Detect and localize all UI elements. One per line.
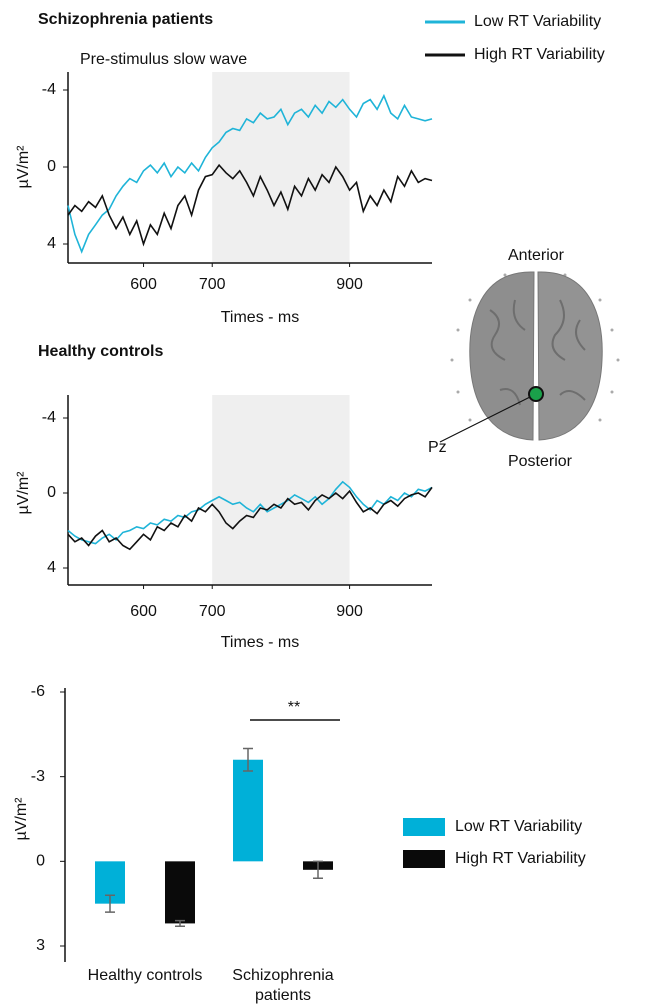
y-tick-label: 4 [47,559,56,576]
y-axis-label: µV/m² [15,145,32,189]
y-axis-label: µV/m² [13,797,30,841]
error-bar [175,919,185,927]
legend-swatch [403,850,445,868]
x-tick-label: 700 [199,276,226,293]
error-bar [313,860,323,880]
x-tick-label: Schizophrenia patients [232,967,334,1004]
significance-label: ** [288,699,300,716]
x-tick-label: Healthy controls [87,967,203,984]
posterior-label: Posterior [508,453,573,470]
x-axis-label: Times - ms [221,309,300,326]
y-tick-label: -4 [42,409,56,426]
electrode-pz [528,386,544,402]
legend-label: High RT Variability [455,850,586,867]
error-bar [105,894,115,913]
annotation: Pre-stimulus slow wave [80,51,247,68]
y-tick-label: -4 [42,81,56,98]
y-tick-label: 4 [47,235,56,252]
x-tick-label: 900 [336,276,363,293]
electrode-label: Pz [428,439,447,456]
bar [233,759,263,862]
brain-diagram: Anterior Posterior Pz [428,247,620,470]
legend-label: Low RT Variability [474,13,601,30]
x-tick-label: 700 [199,603,226,620]
x-tick-label: 900 [336,603,363,620]
chart-title: Healthy controls [38,343,163,360]
y-tick-label: 0 [47,484,56,501]
x-axis-label: Times - ms [221,634,300,651]
brain-folds [489,299,586,406]
y-tick-label: 0 [47,158,56,175]
chart-title: Schizophrenia patients [38,11,213,28]
y-tick-label: -6 [31,683,45,700]
legend-swatch [403,818,445,836]
y-tick-label: -3 [31,768,45,785]
pointer-line [439,396,531,443]
anterior-label: Anterior [508,247,565,264]
series-line [67,486,433,551]
y-axis-label: µV/m² [15,471,32,515]
electrode-dots [450,273,620,422]
left-hemisphere [469,271,535,441]
error-bar [243,747,253,772]
shaded-region [212,395,350,585]
y-tick-label: 3 [36,937,45,954]
y-tick-label: 0 [36,853,45,870]
series-line [67,163,433,247]
right-hemisphere [537,271,603,441]
x-tick-label: 600 [130,276,157,293]
bar [165,861,195,924]
legend-label: High RT Variability [474,46,605,63]
series-line [67,93,433,254]
x-tick-label: 600 [130,603,157,620]
legend-label: Low RT Variability [455,818,582,835]
